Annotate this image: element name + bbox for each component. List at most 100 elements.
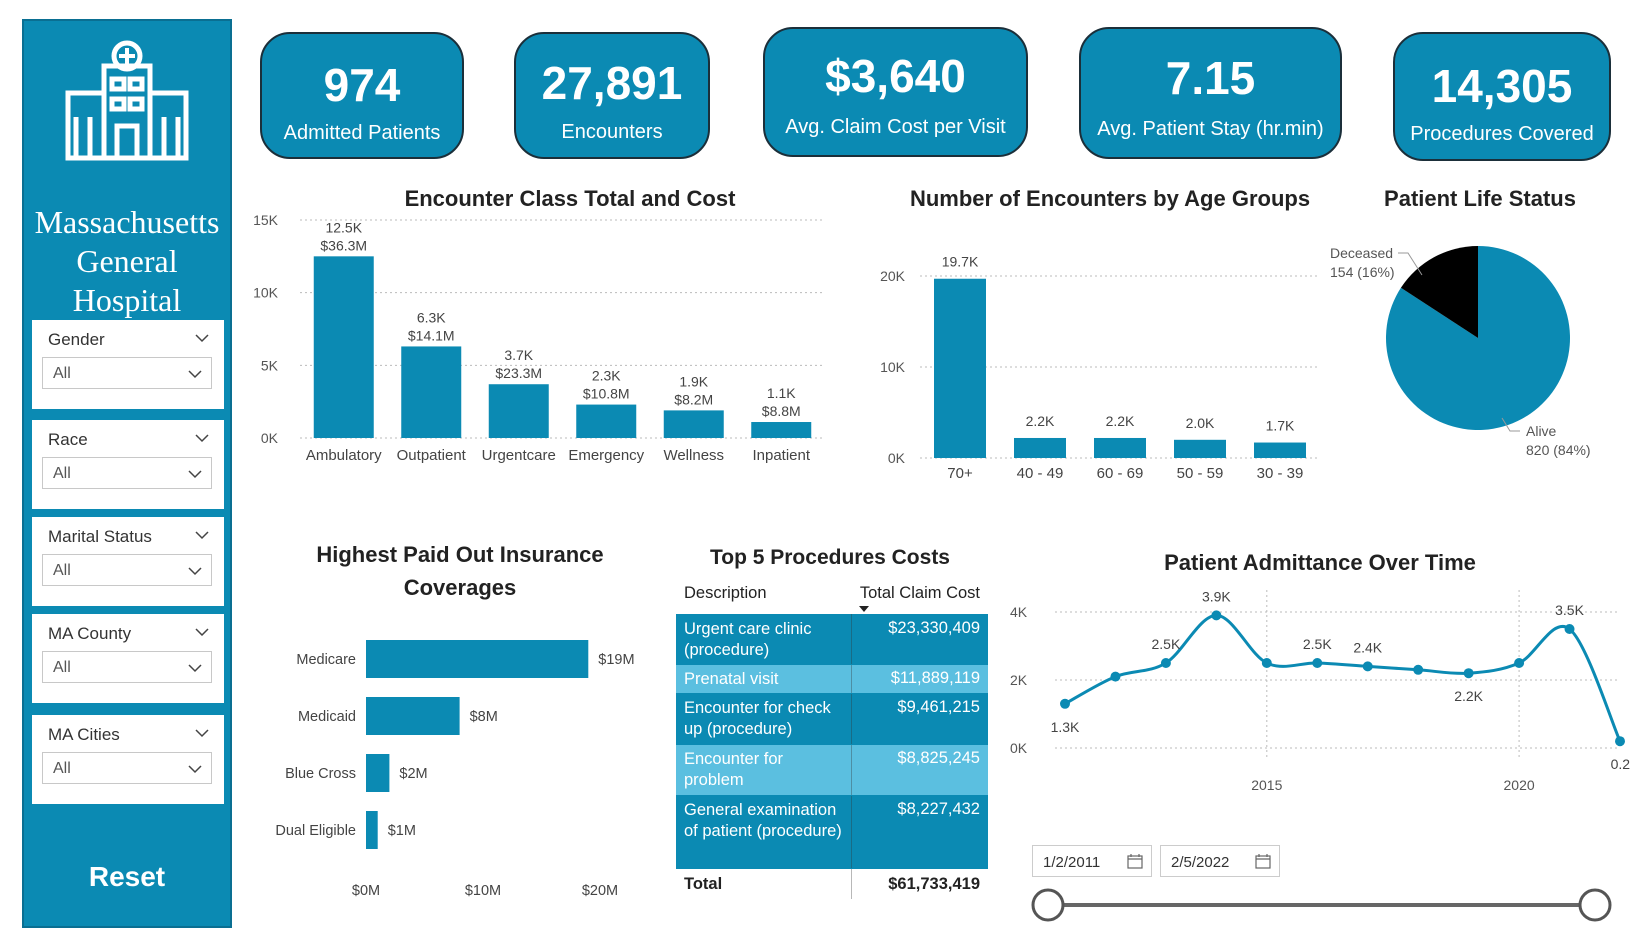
bar-count-label: 2.3K	[592, 368, 621, 384]
bar	[1014, 437, 1066, 458]
dropdown-value: All	[53, 562, 71, 579]
kpi-label: Procedures Covered	[1410, 123, 1594, 145]
y-tick-label: 15K	[253, 212, 279, 228]
bar-count-label: 12.5K	[325, 219, 362, 235]
bar-cost-label: $36.3M	[320, 237, 367, 253]
bar	[366, 811, 378, 849]
x-tick-label: Inpatient	[752, 447, 810, 464]
kpi-label: Admitted Patients	[283, 122, 441, 144]
reset-button[interactable]: Reset	[88, 861, 166, 892]
table-total-row: Total $61,733,419	[676, 869, 988, 899]
point-data-label: 3.5K	[1555, 602, 1584, 618]
x-tick-label: 2015	[1251, 777, 1282, 793]
header-total-claim-cost[interactable]: Total Claim Cost	[859, 584, 980, 602]
x-tick-label: $0M	[352, 883, 380, 899]
table-row[interactable]: Urgent care clinic (procedure) $23,330,4…	[676, 614, 988, 665]
line-point	[1463, 668, 1474, 679]
kpi-avg-patient-stay: 7.15 Avg. Patient Stay (hr.min)	[1079, 27, 1342, 159]
chart-title-insurance: Highest Paid Out Insurance Coverages	[316, 542, 604, 600]
row-description: General examination of patient (procedur…	[684, 801, 842, 840]
y-tick-label: Medicare	[296, 652, 356, 668]
marital-status-dropdown[interactable]: All	[42, 554, 212, 586]
table-row[interactable]: General examination of patient (procedur…	[676, 796, 988, 869]
gender-dropdown[interactable]: All	[42, 357, 212, 389]
race-dropdown[interactable]: All	[42, 457, 212, 489]
header-description[interactable]: Description	[684, 584, 767, 602]
filter-marital-status[interactable]: Marital Status All	[32, 517, 224, 606]
bar-data-label: 2.0K	[1186, 415, 1215, 431]
line-point	[1615, 736, 1625, 747]
end-date-input[interactable]: 2/5/2022	[1160, 845, 1280, 877]
kpi-procedures-covered: 14,305 Procedures Covered	[1393, 32, 1611, 161]
bar-count-label: 6.3K	[417, 309, 446, 325]
bar	[366, 640, 589, 678]
chevron-down-icon	[188, 765, 202, 774]
filter-label: MA Cities	[48, 725, 120, 744]
kpi-label: Encounters	[561, 121, 663, 143]
kpi-avg-claim-cost: $3,640 Avg. Claim Cost per Visit	[763, 27, 1028, 157]
x-tick-label: Outpatient	[397, 447, 467, 464]
calendar-icon[interactable]	[1255, 854, 1271, 869]
kpi-value: 7.15	[1165, 52, 1256, 104]
y-tick-label: 20K	[880, 268, 906, 284]
row-description: Encounter for problem	[684, 750, 784, 789]
hospital-icon	[65, 40, 189, 161]
point-data-label: 3.9K	[1202, 590, 1231, 604]
ma-county-dropdown[interactable]: All	[42, 651, 212, 683]
bar	[576, 404, 637, 438]
x-tick-label: Ambulatory	[306, 447, 382, 464]
table-row[interactable]: Encounter for problem $8,825,245	[676, 745, 988, 796]
y-tick-label: 0K	[1010, 740, 1028, 756]
bar	[401, 346, 462, 438]
pie-slice-deceased	[1400, 246, 1478, 338]
filter-ma-cities[interactable]: MA Cities All	[32, 715, 224, 804]
filter-label: Gender	[48, 330, 105, 349]
start-date-input[interactable]: 1/2/2011	[1032, 845, 1152, 877]
filter-ma-county[interactable]: MA County All	[32, 614, 224, 703]
line-point	[1514, 658, 1525, 668]
date-range-slider[interactable]	[1025, 885, 1625, 925]
table-row[interactable]: Prenatal visit $11,889,119	[676, 665, 988, 694]
x-tick-label: 50 - 59	[1177, 465, 1224, 482]
bar	[313, 256, 374, 438]
line-series	[1064, 613, 1622, 742]
kpi-value: 27,891	[541, 57, 683, 109]
sort-desc-icon	[859, 606, 869, 612]
slider-start-handle[interactable]	[1031, 888, 1065, 922]
filter-race[interactable]: Race All	[32, 420, 224, 509]
line-point	[1160, 658, 1171, 668]
chevron-down-icon[interactable]	[194, 430, 210, 446]
chevron-down-icon[interactable]	[194, 725, 210, 741]
chart-title-life-status: Patient Life Status	[1384, 186, 1576, 211]
bar-data-label: 2.2K	[1106, 413, 1135, 429]
dropdown-value: All	[53, 659, 71, 676]
ma-cities-dropdown[interactable]: All	[42, 752, 212, 784]
y-tick-label: 2K	[1010, 672, 1028, 688]
x-tick-label: 30 - 39	[1257, 465, 1304, 482]
line-point	[1211, 610, 1222, 621]
chevron-down-icon	[188, 370, 202, 379]
row-cost: $9,461,215	[897, 698, 980, 716]
line-point	[1261, 658, 1272, 668]
point-data-label: 2.5K	[1152, 636, 1181, 652]
chevron-down-icon[interactable]	[194, 624, 210, 640]
sidebar: Massachusetts General Hospital Gender Al…	[22, 19, 232, 928]
y-tick-label: 0K	[888, 450, 906, 466]
kpi-value: 14,305	[1431, 60, 1573, 112]
table-row[interactable]: Encounter for check up (procedure) $9,46…	[676, 694, 988, 745]
y-tick-label: Medicaid	[298, 709, 356, 725]
chart-title-age-groups: Number of Encounters by Age Groups	[909, 186, 1311, 211]
chevron-down-icon[interactable]	[194, 527, 210, 543]
filter-gender[interactable]: Gender All	[32, 320, 224, 409]
pie-leader-line	[1398, 252, 1423, 276]
slider-end-handle[interactable]	[1578, 888, 1612, 922]
point-data-label: 2.2K	[1454, 688, 1483, 704]
age-groups-chart: 20K 10K 0K 19.7K 70+ 2.2K 40 - 49 2.2K 60 - 69 2.…	[880, 254, 1320, 482]
y-tick-label: Blue Cross	[285, 766, 356, 782]
bar	[751, 422, 812, 438]
calendar-icon[interactable]	[1127, 854, 1143, 869]
chevron-down-icon[interactable]	[194, 330, 210, 346]
chart-title-encounter-class: Encounter Class Total and Cost	[404, 186, 736, 211]
dropdown-value: All	[53, 465, 71, 482]
dropdown-value: All	[53, 760, 71, 777]
